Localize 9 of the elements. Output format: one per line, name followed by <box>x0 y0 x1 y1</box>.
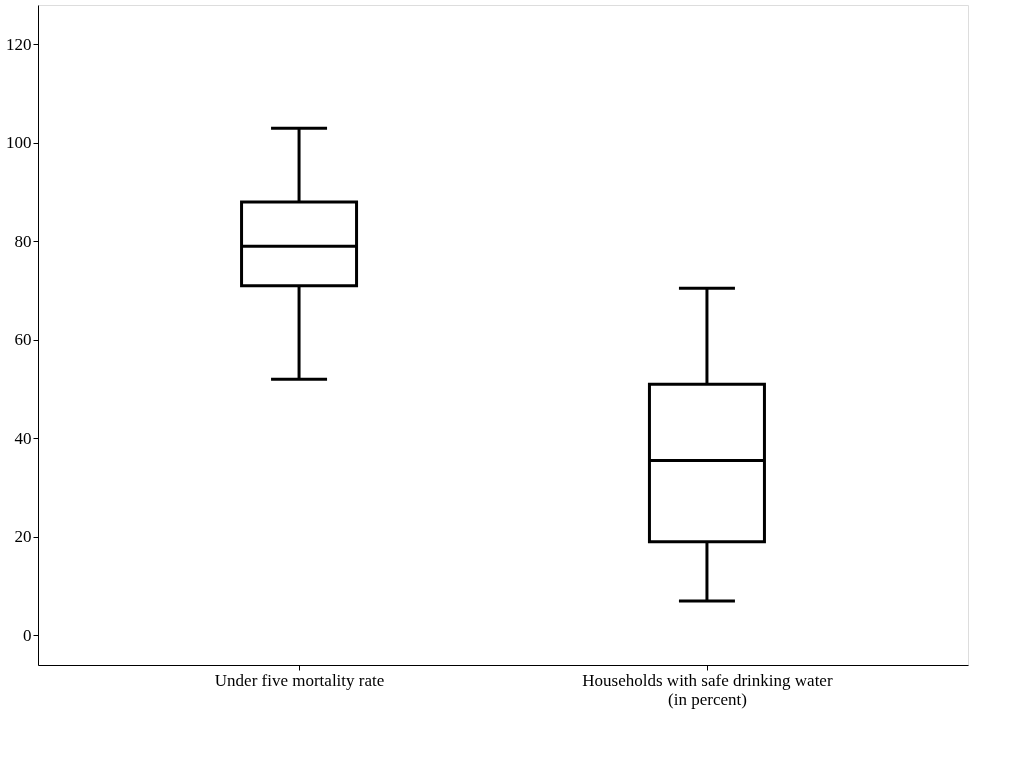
y-tick-label: 60 <box>14 330 32 350</box>
y-tick-label: 100 <box>6 133 32 153</box>
y-tick-label: 80 <box>14 231 32 251</box>
y-tick-label: 120 <box>6 34 32 54</box>
x-tick-label: Households with safe drinking water (in percent) <box>582 670 833 709</box>
y-tick-label: 0 <box>23 625 32 645</box>
y-tick-label: 20 <box>14 527 32 547</box>
y-tick-label: 40 <box>14 428 32 448</box>
x-tick-label: Under five mortality rate <box>214 670 385 690</box>
